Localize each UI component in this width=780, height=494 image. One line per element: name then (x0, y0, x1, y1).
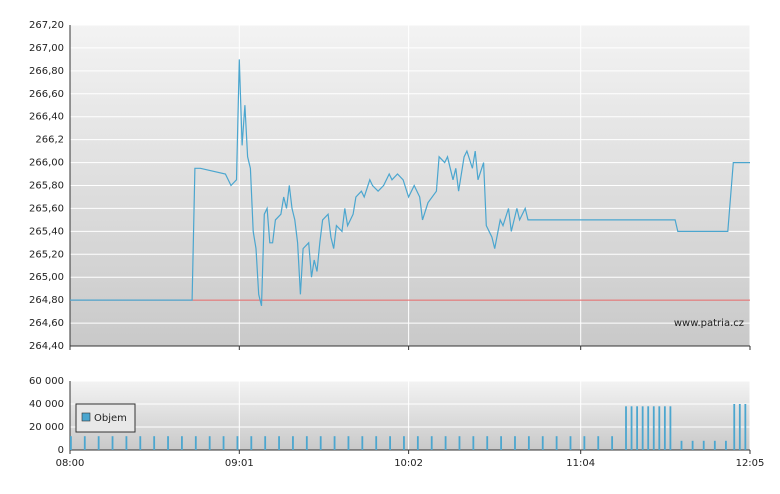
volume-bar (738, 404, 741, 450)
volume-bar (541, 436, 544, 450)
price-line (70, 59, 750, 307)
volume-bar (641, 406, 644, 450)
volume-bar (472, 436, 475, 450)
legend-label: Objem (94, 413, 127, 424)
volume-bar (658, 406, 661, 450)
volume-bar (125, 436, 128, 450)
y-tick-label: 266,60 (29, 89, 64, 100)
volume-bar (264, 436, 267, 450)
y-tick-label: 267,00 (29, 43, 64, 54)
volume-bar (305, 436, 308, 450)
y-tick-label: 266,80 (29, 66, 64, 77)
watermark: www.patria.cz (674, 318, 744, 329)
volume-bar (278, 436, 280, 450)
volume-bar (597, 436, 600, 450)
x-tick-label: 11:04 (566, 458, 595, 469)
volume-bar (611, 436, 614, 450)
y-tick-label: 265,20 (29, 249, 64, 260)
volume-bar (725, 440, 727, 450)
volume-bar (630, 406, 633, 450)
volume-bar (652, 406, 655, 450)
volume-bar (153, 436, 156, 450)
y-tick-label: 40 000 (29, 399, 64, 410)
volume-bar (744, 404, 747, 450)
volume-bar (250, 436, 253, 450)
volume-bar (625, 406, 627, 450)
volume-bar (669, 406, 672, 450)
y-tick-label: 265,60 (29, 203, 64, 214)
volume-bar (691, 440, 694, 450)
volume-bar (139, 436, 142, 450)
volume-bar (444, 436, 447, 450)
x-tick-label: 10:02 (394, 458, 423, 469)
x-tick-label: 12:05 (736, 458, 765, 469)
volume-bar (733, 404, 736, 450)
volume-bar (680, 440, 683, 450)
x-tick-label: 08:00 (56, 458, 85, 469)
y-tick-label: 264,80 (29, 295, 64, 306)
volume-bar (375, 436, 378, 450)
volume-bar (319, 436, 322, 450)
volume-bar (97, 436, 100, 450)
volume-bar (416, 436, 419, 450)
volume-bar (222, 436, 225, 450)
volume-bar (663, 406, 666, 450)
volume-bar (430, 436, 433, 450)
volume-bar (208, 436, 211, 450)
volume-bar (458, 436, 461, 450)
volume-bar (83, 436, 86, 450)
y-tick-label: 267,20 (29, 20, 64, 31)
y-tick-label: 265,80 (29, 181, 64, 192)
volume-bar (514, 436, 516, 450)
y-tick-label: 266,2 (35, 135, 64, 146)
volume-bar (194, 436, 197, 450)
y-tick-label: 20 000 (29, 422, 64, 433)
volume-bar (500, 436, 503, 450)
volume-bar (181, 436, 183, 450)
volume-bar (583, 436, 586, 450)
volume-bar (486, 436, 489, 450)
volume-bar (292, 436, 294, 450)
legend-swatch (81, 412, 91, 422)
y-tick-label: 265,40 (29, 226, 64, 237)
y-tick-label: 264,40 (29, 341, 64, 352)
volume-bar (347, 436, 350, 450)
volume-bar (361, 436, 364, 450)
volume-bar (713, 440, 716, 450)
volume-bar (527, 436, 530, 450)
y-tick-label: 266,00 (29, 158, 64, 169)
volume-bar (167, 436, 169, 450)
volume-bar (389, 436, 391, 450)
volume-bar (702, 440, 705, 450)
volume-bar (333, 436, 336, 450)
volume-bar (636, 406, 639, 450)
volume-bar (569, 436, 572, 450)
x-tick-label: 09:01 (225, 458, 254, 469)
y-tick-label: 264,60 (29, 318, 64, 329)
volume-bar (555, 436, 558, 450)
volume-bar (647, 406, 650, 450)
volume-bar (236, 436, 239, 450)
y-tick-label: 60 000 (29, 376, 64, 387)
volume-bar (70, 436, 72, 450)
volume-bar (403, 436, 405, 450)
volume-bar (111, 436, 114, 450)
y-tick-label: 266,40 (29, 112, 64, 123)
y-tick-label: 0 (58, 445, 64, 456)
y-tick-label: 265,00 (29, 272, 64, 283)
